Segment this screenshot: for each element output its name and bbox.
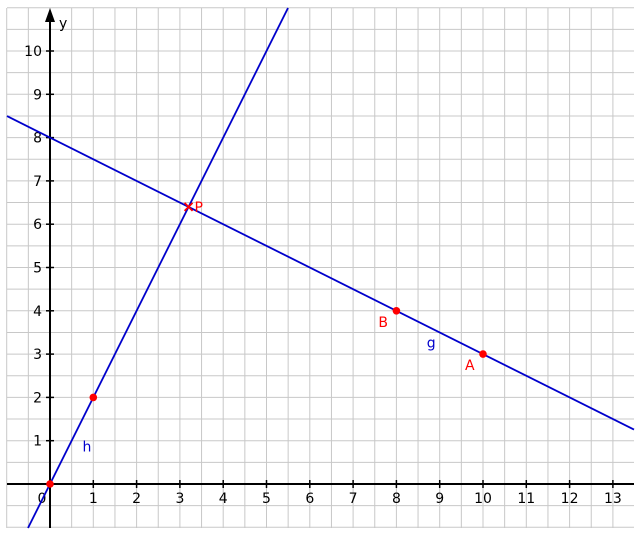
point-cross-icon (183, 202, 194, 212)
point-label-P: P (195, 200, 203, 216)
y-axis-label: y (59, 16, 67, 32)
x-tick-label: 1 (89, 491, 98, 507)
y-tick-label: 5 (33, 261, 42, 277)
line-g (6, 115, 635, 431)
point (46, 480, 54, 488)
line-label-h: h (82, 440, 91, 456)
y-tick-label: 7 (33, 174, 42, 190)
y-tick-label: 4 (33, 304, 42, 320)
y-tick-label: 8 (33, 131, 42, 147)
x-tick-label: 13 (604, 491, 622, 507)
x-tick-label: 6 (305, 491, 314, 507)
line-label-g: g (427, 336, 436, 352)
x-tick-label: 9 (435, 491, 444, 507)
y-tick-label: 9 (33, 87, 42, 103)
y-tick-label: 10 (24, 44, 42, 60)
y-axis-arrow-icon (45, 8, 55, 22)
x-tick-label: 3 (175, 491, 184, 507)
x-tick-label: 10 (474, 491, 492, 507)
y-tick-label: 2 (33, 390, 42, 406)
y-tick-label: 1 (33, 434, 42, 450)
x-tick-label: 8 (392, 491, 401, 507)
x-tick-label: 12 (561, 491, 579, 507)
line-h (27, 7, 289, 529)
y-tick-label: 6 (33, 217, 42, 233)
x-tick-label: 11 (517, 491, 535, 507)
point-label-A: A (465, 358, 475, 374)
point-label-B: B (378, 315, 388, 331)
x-tick-label: 2 (132, 491, 141, 507)
point-A (479, 350, 487, 358)
x-tick-label: 4 (219, 491, 228, 507)
y-tick-label: 3 (33, 347, 42, 363)
x-tick-label: 7 (349, 491, 358, 507)
x-tick-label: 5 (262, 491, 271, 507)
point-B (392, 307, 401, 315)
point (89, 393, 98, 402)
